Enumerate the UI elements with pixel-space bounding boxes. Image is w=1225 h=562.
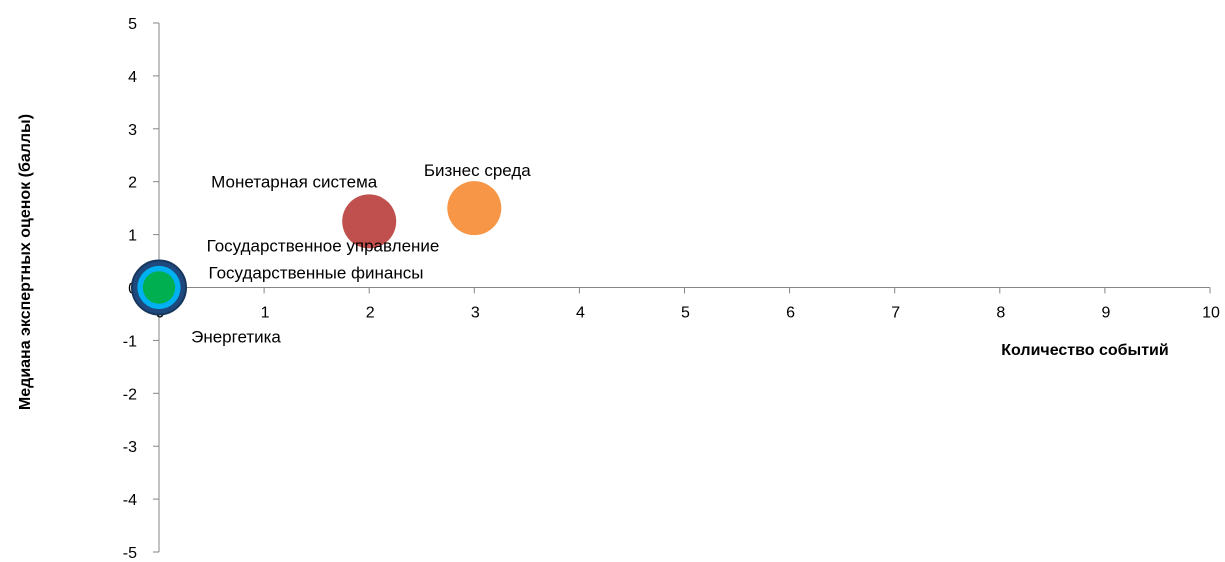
y-axis-title: Медиана экспертных оценок (баллы) bbox=[17, 114, 34, 410]
x-tick-label: 7 bbox=[891, 305, 900, 322]
bubble-labels: Бизнес среда Монетарная система Государств… bbox=[191, 161, 531, 346]
y-tick-label: 5 bbox=[128, 16, 137, 33]
x-tick-label: 1 bbox=[261, 305, 270, 322]
bubble-label: Энергетика bbox=[191, 328, 281, 347]
bubble bbox=[342, 194, 397, 249]
y-tick-label: -5 bbox=[123, 545, 137, 562]
bubble-label: Государственные финансы bbox=[209, 264, 424, 283]
y-tick-label: 1 bbox=[128, 228, 137, 245]
x-tick-label: 4 bbox=[576, 305, 585, 322]
y-tick-label: -4 bbox=[123, 492, 137, 509]
y-axis-title-group: Медиана экспертных оценок (баллы) bbox=[17, 114, 34, 410]
bubble bbox=[142, 271, 176, 304]
x-tick-label: 3 bbox=[471, 305, 480, 322]
x-tick-label: 9 bbox=[1101, 305, 1110, 322]
y-tick-label: 2 bbox=[128, 175, 137, 192]
bubble bbox=[447, 181, 502, 236]
y-tick-label: -1 bbox=[123, 333, 137, 350]
x-axis-title: Количество событий bbox=[1001, 342, 1168, 359]
y-tick-label: -3 bbox=[123, 439, 137, 456]
x-tick-label: 10 bbox=[1202, 305, 1220, 322]
bubble-label: Государственное управление bbox=[207, 237, 440, 256]
y-tick-label: 3 bbox=[128, 122, 137, 139]
x-tick-label: 8 bbox=[996, 305, 1005, 322]
x-tick-label: 5 bbox=[681, 305, 690, 322]
bubble-label: Монетарная система bbox=[211, 172, 378, 191]
bubble-label: Бизнес среда bbox=[424, 161, 531, 180]
y-tick-label: -2 bbox=[123, 386, 137, 403]
x-tick-label: 2 bbox=[366, 305, 375, 322]
axes: 012345678910543210-1-2-3-4-5 bbox=[123, 16, 1220, 562]
y-tick-label: 4 bbox=[128, 69, 137, 86]
bubbles bbox=[131, 181, 502, 316]
x-tick-label: 6 bbox=[786, 305, 795, 322]
